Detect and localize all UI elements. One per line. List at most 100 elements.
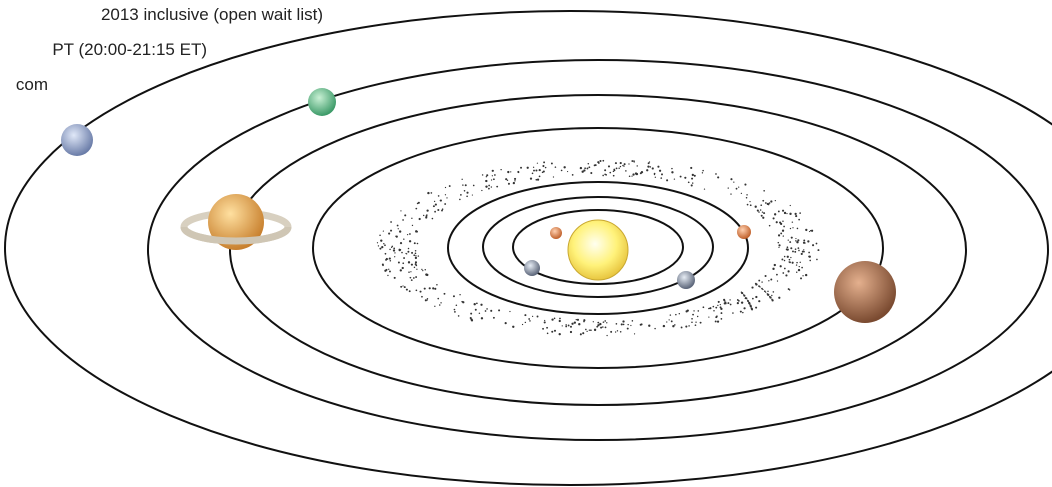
asteroid	[606, 334, 608, 337]
ring	[180, 226, 292, 245]
orbit	[482, 196, 714, 298]
asteroid	[633, 160, 635, 162]
asteroid	[614, 331, 617, 333]
asteroid	[413, 277, 415, 279]
asteroid	[410, 271, 412, 273]
asteroid	[782, 272, 785, 274]
asteroid	[470, 318, 473, 321]
asteroid	[424, 299, 427, 302]
asteroid	[670, 320, 673, 323]
asteroid	[393, 276, 396, 279]
asteroid	[469, 316, 472, 320]
asteroid	[622, 164, 624, 167]
asteroid	[517, 170, 520, 173]
asteroid	[795, 215, 798, 218]
asteroid	[382, 230, 384, 232]
sun	[567, 219, 629, 281]
asteroid	[783, 259, 786, 262]
planet	[834, 261, 896, 323]
asteroid	[619, 161, 622, 165]
asteroid	[553, 329, 557, 332]
asteroid	[592, 321, 594, 323]
asteroid	[560, 169, 563, 172]
asteroid	[654, 327, 656, 330]
asteroid	[602, 326, 604, 328]
asteroid	[524, 321, 527, 324]
asteroid	[648, 324, 651, 327]
asteroid	[678, 313, 681, 315]
asteroid	[466, 195, 468, 198]
asteroid	[491, 175, 493, 177]
text-line: 2013 inclusive (open wait list)	[101, 5, 323, 24]
asteroid	[384, 244, 386, 247]
asteroid	[529, 177, 533, 180]
asteroid	[408, 290, 411, 293]
asteroid	[551, 330, 554, 333]
asteroid	[422, 269, 424, 272]
asteroid	[546, 326, 549, 329]
asteroid	[782, 235, 784, 237]
asteroid	[498, 309, 501, 312]
asteroid	[415, 289, 418, 292]
asteroid	[727, 187, 729, 189]
asteroid	[754, 205, 757, 208]
asteroid	[684, 176, 687, 179]
asteroid	[476, 302, 478, 305]
asteroid	[490, 309, 493, 312]
orbit	[312, 127, 884, 369]
asteroid	[758, 300, 761, 303]
asteroid	[414, 252, 417, 255]
asteroid	[817, 249, 820, 252]
asteroid	[780, 232, 783, 235]
asteroid	[671, 167, 673, 170]
asteroid	[588, 329, 591, 331]
asteroid	[504, 322, 507, 325]
asteroid	[426, 209, 429, 212]
asteroid	[538, 168, 541, 172]
orbit	[4, 10, 1052, 486]
asteroid	[565, 325, 568, 328]
asteroid	[648, 161, 651, 163]
asteroid	[524, 314, 527, 317]
asteroid	[772, 267, 775, 271]
asteroid	[797, 247, 800, 249]
asteroid	[414, 261, 418, 264]
asteroid	[815, 242, 818, 245]
orbit	[447, 181, 749, 315]
asteroid	[687, 181, 690, 184]
asteroid	[703, 188, 706, 190]
asteroid	[415, 207, 418, 210]
asteroid	[609, 171, 612, 174]
asteroid	[762, 216, 765, 219]
asteroid	[403, 238, 405, 240]
asteroid	[794, 212, 797, 216]
asteroid	[418, 217, 421, 221]
asteroid	[612, 174, 615, 177]
asteroid	[738, 299, 740, 302]
asteroid	[685, 325, 688, 328]
asteroid	[486, 174, 489, 177]
asteroid	[440, 302, 442, 304]
asteroid	[809, 259, 811, 262]
asteroid	[800, 252, 803, 256]
asteroid	[578, 323, 581, 326]
asteroid	[772, 217, 775, 220]
asteroid	[791, 221, 794, 223]
asteroid	[808, 255, 811, 258]
asteroid	[763, 189, 765, 192]
asteroid	[543, 161, 546, 164]
asteroid	[803, 251, 805, 253]
asteroid	[779, 221, 782, 224]
asteroid	[808, 251, 810, 254]
asteroid	[741, 291, 744, 295]
asteroid	[690, 166, 693, 169]
asteroid	[749, 200, 751, 203]
asteroid	[792, 227, 794, 229]
asteroid	[701, 172, 704, 174]
asteroid	[788, 258, 791, 261]
asteroid	[758, 285, 760, 288]
asteroid	[727, 302, 730, 305]
planet	[208, 194, 264, 250]
asteroid	[441, 208, 444, 210]
